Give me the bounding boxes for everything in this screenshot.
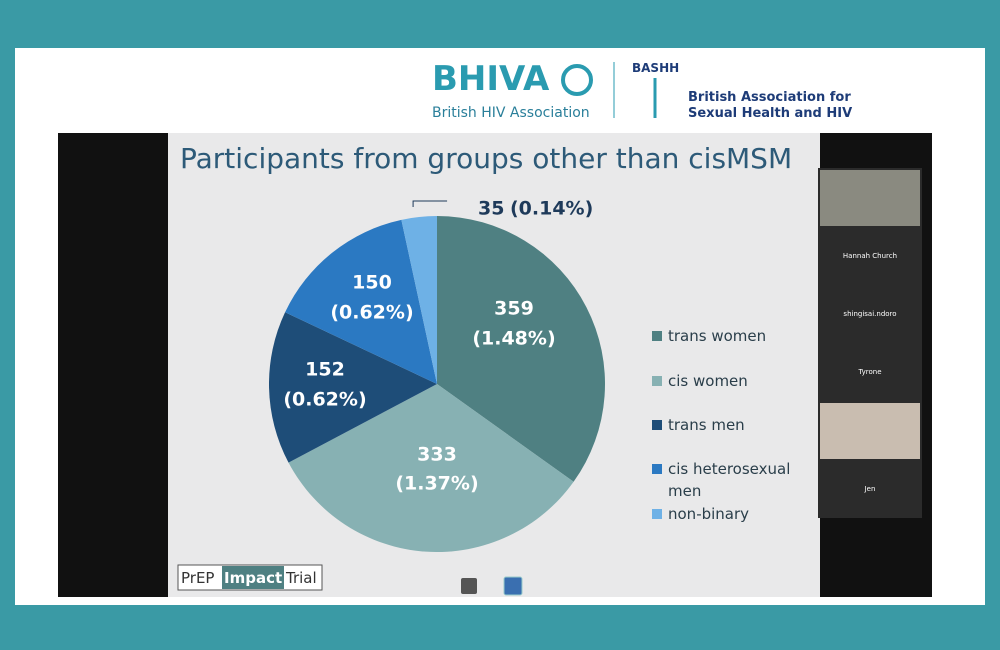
legend-entry: trans women xyxy=(652,325,798,347)
bashh-sub: Sexual Health and HIV xyxy=(688,106,852,121)
participant-name: Jen xyxy=(864,485,876,493)
participant-name: Hannah Church xyxy=(843,252,897,260)
legend-swatch xyxy=(652,331,662,341)
percent-label: (0.14%) xyxy=(510,198,593,220)
legend-entry: trans men xyxy=(652,414,798,436)
participants-panel xyxy=(818,168,922,518)
participant-name: Tyrone xyxy=(857,368,881,376)
trial-logo-text: PrEP xyxy=(181,569,214,587)
legend-label: trans men xyxy=(668,416,745,434)
legend-swatch xyxy=(652,509,662,519)
percent-label: (0.62%) xyxy=(330,302,413,324)
pie-slice xyxy=(288,384,574,552)
trial-logo-text: Impact xyxy=(224,569,282,587)
chart-title: Participants from groups other than cisM… xyxy=(180,142,792,175)
bashh-logo: BASHH xyxy=(632,61,679,75)
legend-entry: cis heterosexual men xyxy=(652,458,798,502)
bhiva-logo: BHIVA xyxy=(432,59,550,99)
percent-label: (1.37%) xyxy=(395,473,478,495)
pause-button[interactable] xyxy=(503,576,523,596)
legend-entry: non-binary xyxy=(652,503,798,525)
video-tile xyxy=(820,403,920,459)
callout-line xyxy=(412,200,448,207)
data-label: 35 xyxy=(478,198,504,220)
trial-logo-text: Trial xyxy=(285,569,317,587)
pie-slice xyxy=(269,312,437,463)
data-label: 152 xyxy=(305,359,345,381)
pie-slice xyxy=(285,219,437,384)
percent-label: (1.48%) xyxy=(472,328,555,350)
data-label: 359 xyxy=(494,298,534,320)
legend-entry: cis women xyxy=(652,370,798,392)
legend-label: cis heterosexual men xyxy=(668,460,791,500)
bhiva-sub: British HIV Association xyxy=(432,105,590,121)
video-tile xyxy=(820,170,920,226)
bashh-sub: British Association for xyxy=(688,90,851,105)
legend-label: cis women xyxy=(668,372,748,390)
percent-label: (0.62%) xyxy=(283,389,366,411)
legend-swatch xyxy=(652,464,662,474)
legend-swatch xyxy=(652,376,662,386)
data-label: 333 xyxy=(417,444,457,466)
pie-slice xyxy=(401,216,437,384)
bhiva-icon xyxy=(561,64,593,96)
data-label: 150 xyxy=(352,272,392,294)
participant-name: shingisai.ndoro xyxy=(843,310,896,318)
legend-label: trans women xyxy=(668,327,767,345)
pie-slice xyxy=(437,216,605,482)
legend-label: non-binary xyxy=(668,505,750,523)
screen-button[interactable] xyxy=(461,578,477,594)
trial-logo-band xyxy=(222,566,284,589)
legend-swatch xyxy=(652,420,662,430)
